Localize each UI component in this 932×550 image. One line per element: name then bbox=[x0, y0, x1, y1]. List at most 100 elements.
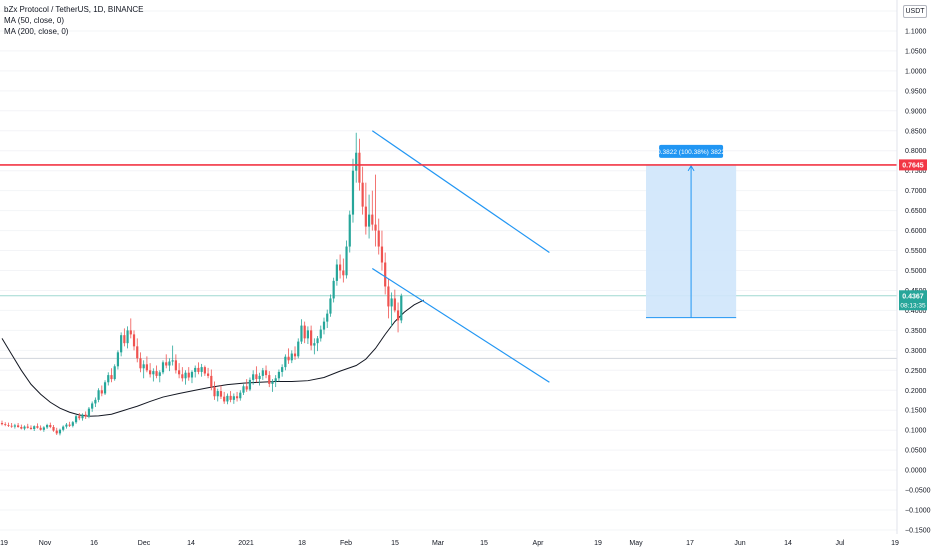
candle-body bbox=[52, 426, 55, 431]
candle-body bbox=[264, 370, 268, 376]
candle-body bbox=[248, 379, 252, 390]
candle-body bbox=[87, 408, 91, 417]
candle-body bbox=[284, 356, 287, 368]
currency-button[interactable]: USDT bbox=[903, 5, 927, 18]
candle-body bbox=[281, 367, 284, 372]
candle-body bbox=[400, 295, 403, 321]
time-axis[interactable]: 19 Nov 16 Dec 14 2021 18 Feb 15 Mar 15 Apr 19 May 17 Ju… bbox=[0, 540, 899, 547]
candle-body bbox=[203, 367, 206, 374]
x-tick-label: 19 bbox=[594, 540, 602, 547]
candle-body bbox=[62, 426, 65, 430]
candle-body bbox=[20, 426, 23, 429]
candle-body bbox=[197, 367, 200, 372]
ma50-legend[interactable]: MA (50, close, 0) bbox=[4, 16, 65, 25]
y-tick-label: 0.8000 bbox=[905, 148, 927, 155]
candle-body bbox=[142, 364, 145, 369]
x-tick-label: Apr bbox=[533, 540, 545, 547]
candle-body bbox=[348, 214, 351, 247]
candle-body bbox=[345, 246, 348, 276]
candle-body bbox=[303, 325, 306, 339]
candle-body bbox=[68, 424, 71, 426]
candle-body bbox=[171, 360, 174, 362]
y-tick-label: 0.6000 bbox=[905, 228, 927, 235]
y-tick-label: 0.2000 bbox=[905, 388, 927, 395]
candle-body bbox=[165, 362, 168, 366]
candle-body bbox=[149, 370, 152, 375]
candle-body bbox=[136, 346, 139, 359]
candle-body bbox=[129, 330, 132, 335]
price-axis[interactable]: 1.15001.10001.05001.00000.95000.90000.85… bbox=[905, 9, 931, 535]
candle-body bbox=[94, 399, 97, 404]
x-tick-label: 14 bbox=[784, 540, 792, 547]
candle-body bbox=[219, 391, 223, 397]
symbol-title[interactable]: bZx Protocol / TetherUS, 1D, BINANCE bbox=[4, 5, 144, 14]
candle-body bbox=[42, 427, 45, 430]
candle-body bbox=[65, 424, 68, 427]
candle-body bbox=[255, 374, 258, 380]
candle-body bbox=[7, 425, 10, 426]
x-tick-label: 14 bbox=[187, 540, 195, 547]
candle-body bbox=[355, 152, 358, 171]
candle-body bbox=[390, 298, 393, 307]
candle-body bbox=[268, 375, 271, 384]
candle-body bbox=[384, 262, 387, 287]
candle-body bbox=[23, 426, 26, 429]
x-tick-label: May bbox=[629, 540, 643, 547]
candle-body bbox=[252, 374, 255, 380]
candle-body bbox=[78, 416, 81, 419]
y-tick-label: 1.1000 bbox=[905, 28, 927, 35]
candle-body bbox=[361, 182, 364, 207]
candle-body bbox=[36, 426, 39, 428]
y-tick-label: 0.6500 bbox=[905, 208, 927, 215]
candle-body bbox=[174, 360, 177, 371]
candle-body bbox=[71, 422, 74, 426]
candle-body bbox=[145, 364, 148, 371]
candle-body bbox=[103, 382, 107, 394]
candle-body bbox=[33, 426, 36, 429]
price-range-measure[interactable]: 0.3822 (100.38%) 3822 bbox=[646, 144, 737, 319]
y-tick-label: −0.0500 bbox=[905, 488, 931, 495]
candle-body bbox=[261, 370, 264, 376]
candle-body bbox=[107, 375, 110, 383]
y-tick-label: 0.5500 bbox=[905, 248, 927, 255]
candle-body bbox=[84, 414, 87, 417]
candle-body bbox=[229, 395, 232, 400]
candle-body bbox=[81, 414, 84, 419]
candle-body bbox=[187, 372, 190, 378]
y-tick-label: 0.1000 bbox=[905, 428, 927, 435]
candle-body bbox=[178, 370, 181, 375]
candle-body bbox=[342, 270, 345, 276]
candle-body bbox=[123, 335, 126, 344]
candle-body bbox=[310, 330, 313, 346]
x-tick-label: Mar bbox=[432, 540, 445, 547]
candle-body bbox=[329, 298, 332, 314]
candle-body bbox=[239, 392, 242, 399]
ma200-legend[interactable]: MA (200, close, 0) bbox=[4, 27, 69, 36]
candle-body bbox=[339, 264, 342, 271]
candle-body bbox=[271, 381, 274, 384]
candle-body bbox=[316, 338, 319, 344]
candle-body bbox=[242, 386, 245, 393]
trend-channel[interactable] bbox=[371, 130, 550, 383]
measure-arrowhead bbox=[687, 164, 695, 172]
candle-body bbox=[194, 367, 197, 372]
candle-body bbox=[351, 170, 355, 215]
channel-line bbox=[371, 130, 550, 254]
candle-body bbox=[332, 280, 335, 299]
candle-body bbox=[200, 367, 203, 372]
current-price-bg bbox=[899, 290, 927, 311]
candle-body bbox=[319, 329, 322, 339]
y-tick-label: 0.2500 bbox=[905, 368, 927, 375]
candle-body bbox=[58, 429, 62, 434]
measure-label: 0.3822 (100.38%) 3822 bbox=[657, 149, 725, 156]
candle-body bbox=[245, 386, 248, 390]
candle-body bbox=[26, 426, 29, 428]
moving-average bbox=[1, 299, 425, 417]
bar-countdown-label: 08:13:35 bbox=[900, 302, 926, 309]
candle-body bbox=[367, 214, 371, 227]
x-tick-label: Feb bbox=[340, 540, 352, 547]
y-tick-label: 1.0000 bbox=[905, 68, 927, 75]
y-tick-label: 0.8500 bbox=[905, 128, 927, 135]
candle-body bbox=[258, 375, 261, 380]
